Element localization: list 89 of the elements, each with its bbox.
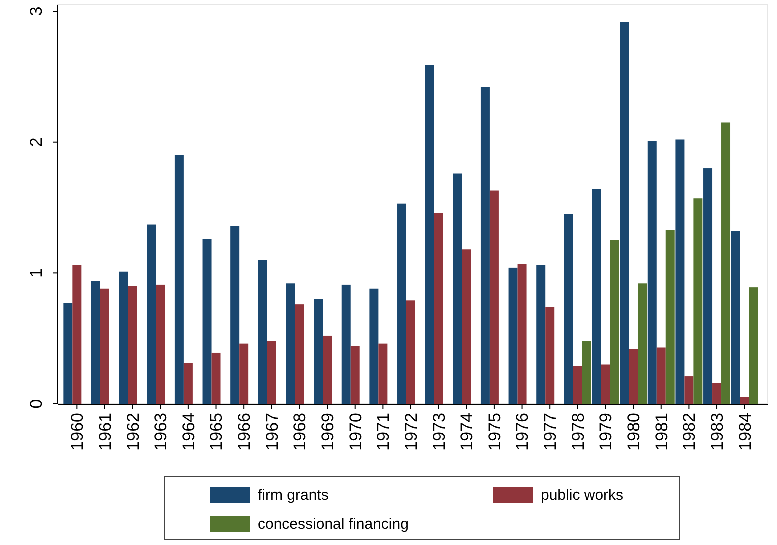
x-tick-label: 1972 bbox=[402, 413, 421, 451]
bar bbox=[610, 240, 620, 404]
x-tick-label: 1983 bbox=[708, 413, 727, 451]
bar bbox=[564, 214, 574, 404]
bar bbox=[592, 189, 602, 404]
bar bbox=[490, 190, 499, 404]
bar bbox=[147, 224, 156, 404]
bar bbox=[370, 288, 379, 404]
legend-label: firm grants bbox=[258, 487, 329, 504]
x-tick-label: 1981 bbox=[652, 413, 672, 451]
bar bbox=[425, 65, 434, 404]
bar bbox=[694, 198, 703, 404]
bar bbox=[704, 168, 713, 404]
x-tick-label: 1984 bbox=[736, 413, 755, 451]
bar bbox=[100, 288, 110, 404]
x-tick-label: 1976 bbox=[513, 413, 532, 451]
bar bbox=[342, 284, 351, 404]
bar bbox=[91, 281, 100, 404]
x-tick-label: 1962 bbox=[124, 413, 143, 451]
bar bbox=[64, 303, 73, 404]
bar bbox=[573, 366, 582, 404]
x-tick-label: 1980 bbox=[624, 413, 644, 451]
x-tick-label: 1978 bbox=[568, 413, 588, 451]
bar bbox=[212, 352, 221, 404]
bar bbox=[258, 260, 268, 404]
bar bbox=[240, 344, 249, 404]
x-tick-label: 1961 bbox=[96, 413, 115, 451]
bar bbox=[434, 213, 444, 404]
x-tick-label: 1966 bbox=[235, 413, 254, 451]
bar bbox=[462, 250, 472, 404]
bar bbox=[656, 348, 666, 404]
bar bbox=[314, 299, 324, 404]
x-tick-label: 1967 bbox=[262, 413, 282, 451]
bar bbox=[202, 239, 212, 404]
bar bbox=[72, 265, 82, 404]
bar bbox=[648, 141, 657, 404]
bar bbox=[676, 140, 685, 404]
bar bbox=[722, 122, 731, 404]
bar bbox=[629, 349, 638, 404]
bar bbox=[378, 344, 388, 404]
bar bbox=[666, 230, 675, 404]
bar bbox=[350, 346, 360, 404]
bar bbox=[119, 272, 128, 404]
y-tick-label: 0 bbox=[27, 399, 46, 409]
bar bbox=[638, 284, 648, 404]
legend-label: concessional financing bbox=[258, 516, 409, 533]
bar bbox=[295, 304, 304, 404]
bar bbox=[230, 226, 240, 404]
bar bbox=[601, 364, 610, 404]
bar bbox=[731, 231, 740, 404]
legend-label: public works bbox=[541, 487, 624, 504]
bar bbox=[453, 174, 462, 404]
bar bbox=[582, 341, 592, 404]
bar bbox=[323, 336, 332, 404]
x-tick-label: 1975 bbox=[485, 413, 504, 451]
x-tick-label: 1964 bbox=[179, 413, 198, 451]
bar bbox=[684, 376, 694, 404]
bar bbox=[406, 300, 416, 404]
x-tick-label: 1979 bbox=[596, 413, 616, 451]
x-tick-label: 1973 bbox=[430, 413, 449, 451]
x-tick-label: 1960 bbox=[68, 413, 88, 451]
x-tick-label: 1963 bbox=[152, 413, 171, 451]
bar bbox=[174, 155, 184, 404]
bar bbox=[712, 383, 722, 404]
y-tick-label: 3 bbox=[27, 6, 46, 16]
x-tick-label: 1974 bbox=[458, 413, 477, 451]
bar bbox=[128, 286, 138, 404]
bar bbox=[508, 268, 518, 404]
bar bbox=[518, 264, 527, 404]
x-tick-label: 1977 bbox=[541, 413, 560, 451]
x-tick-label: 1982 bbox=[680, 413, 700, 451]
x-tick-label: 1971 bbox=[374, 413, 394, 451]
bar bbox=[620, 22, 630, 404]
bar bbox=[536, 265, 546, 404]
bar bbox=[156, 284, 166, 404]
bar bbox=[267, 341, 276, 404]
x-tick-label: 1965 bbox=[207, 413, 226, 451]
x-tick-label: 1970 bbox=[346, 413, 366, 451]
y-tick-label: 1 bbox=[27, 268, 46, 278]
bar bbox=[398, 204, 406, 404]
x-tick-label: 1968 bbox=[290, 413, 310, 451]
bar bbox=[480, 87, 490, 404]
x-tick-label: 1969 bbox=[318, 413, 338, 451]
y-tick-label: 2 bbox=[27, 138, 46, 148]
bar bbox=[749, 288, 758, 404]
bar bbox=[286, 284, 296, 404]
bar bbox=[546, 307, 555, 404]
bar bbox=[740, 397, 750, 404]
bar bbox=[184, 363, 193, 404]
